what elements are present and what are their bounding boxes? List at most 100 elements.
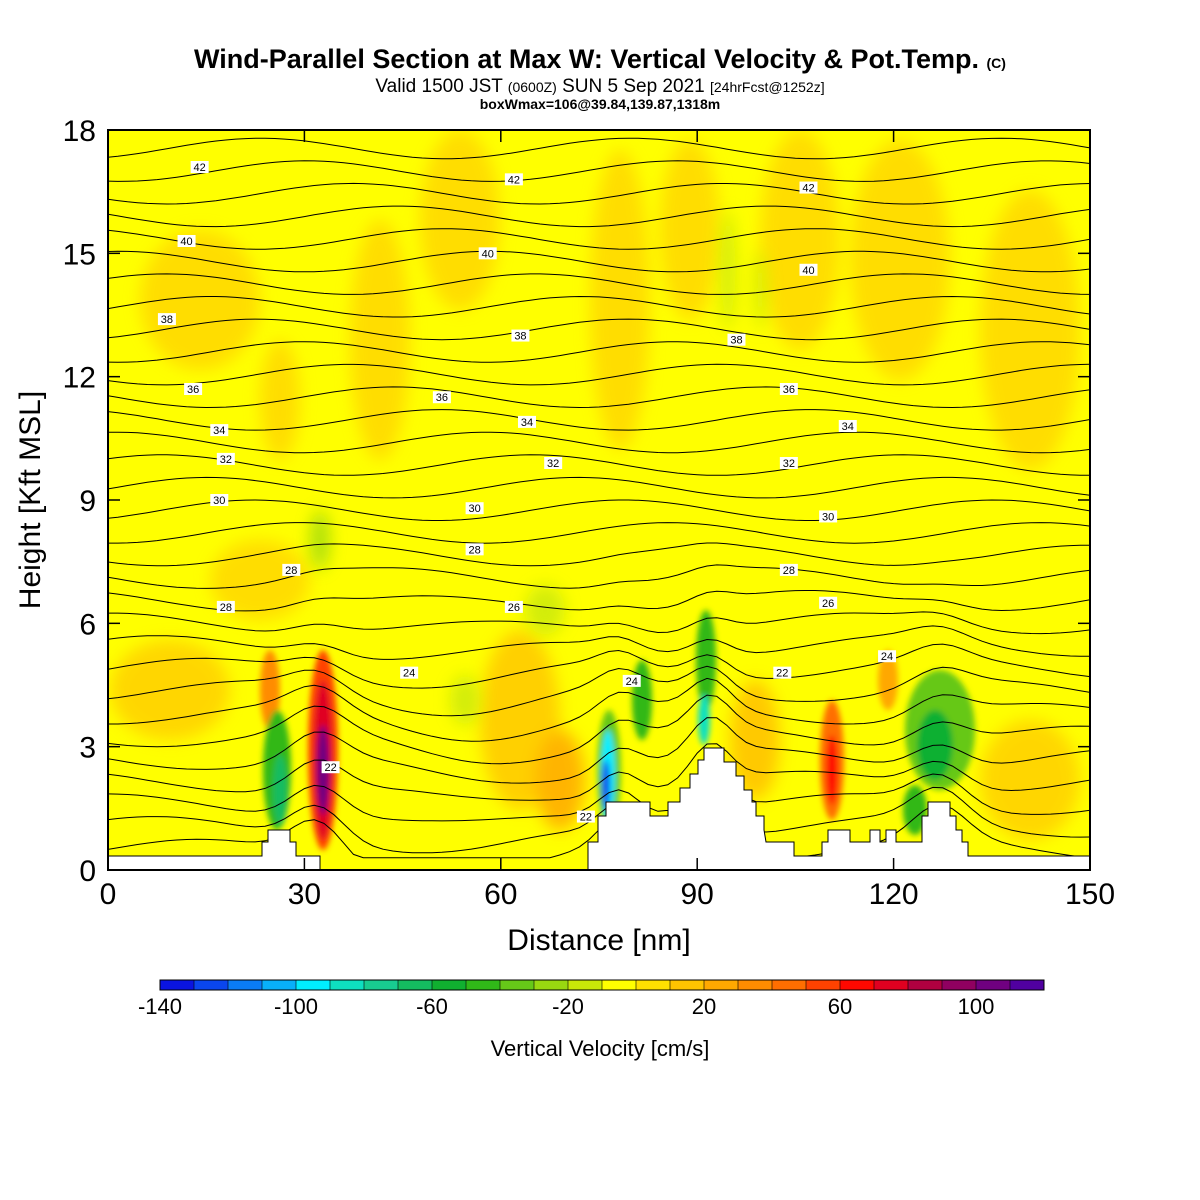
x-tick-label: 60 xyxy=(484,878,517,911)
colorbar-swatch xyxy=(228,980,263,990)
colorbar-swatch xyxy=(874,980,909,990)
colorbar-swatch xyxy=(432,980,467,990)
colorbar-swatch xyxy=(942,980,977,990)
isentrope-line xyxy=(108,743,1090,801)
colorbar-swatch xyxy=(976,980,1011,990)
contour-label: 36 xyxy=(783,384,795,396)
colorbar-swatch xyxy=(704,980,739,990)
colorbar-swatch xyxy=(398,980,433,990)
patch xyxy=(350,220,410,460)
patch xyxy=(450,675,480,725)
isentrope-line xyxy=(108,228,1090,250)
x-tick-label: 0 xyxy=(100,878,117,911)
colorbar-swatch xyxy=(466,980,501,990)
y-tick-label: 18 xyxy=(63,115,96,148)
contour-label-bg xyxy=(465,502,484,515)
terrain xyxy=(108,747,1090,870)
contour-label: 28 xyxy=(285,565,297,577)
contour-label: 28 xyxy=(468,544,480,556)
isentrope-line xyxy=(108,160,1090,182)
contour-label-bg xyxy=(210,494,229,506)
contour-label: 42 xyxy=(194,162,206,174)
isentrope-line xyxy=(108,769,1090,822)
colorbar-swatch xyxy=(194,980,229,990)
colorbar-swatch xyxy=(262,980,297,990)
contour-label-bg xyxy=(799,181,818,194)
contour-label: 28 xyxy=(783,565,795,577)
colorbar-tick-label: 60 xyxy=(828,994,852,1019)
patch xyxy=(260,340,300,460)
contour-label: 34 xyxy=(213,425,225,437)
updraft-core xyxy=(878,650,898,710)
colorbar-swatch xyxy=(670,980,705,990)
colorbar-tick-label: -20 xyxy=(552,994,584,1019)
forecast-info: [24hrFcst@1252z] xyxy=(709,79,825,95)
colorbar-frame xyxy=(159,979,1045,991)
isentrope-line xyxy=(108,386,1090,409)
contour-label: 36 xyxy=(436,392,448,404)
contour-label: 34 xyxy=(521,417,533,429)
isentrope-line xyxy=(108,476,1090,499)
contour-label: 22 xyxy=(324,762,336,774)
contour-label-bg xyxy=(727,333,746,346)
patch xyxy=(110,640,230,740)
contour-label: 26 xyxy=(822,598,834,610)
contour-label-bg xyxy=(210,424,229,437)
contour-label-bg xyxy=(779,383,798,395)
isentrope-line xyxy=(108,409,1090,431)
valid-date: SUN 5 Sep 2021 xyxy=(562,76,705,97)
axis-ticks xyxy=(107,129,1091,871)
contour-label: 30 xyxy=(468,503,480,515)
colorbar-labels: -140 -100 -60 -20 20 60 100 xyxy=(138,994,994,1019)
contour-label: 38 xyxy=(514,331,526,343)
utc-time: (0600Z) xyxy=(507,79,557,95)
isentrope-line xyxy=(108,250,1090,273)
contour-label-bg xyxy=(878,650,897,663)
colorbar-swatch xyxy=(908,980,943,990)
y-axis-title: Height [Kft MSL] xyxy=(14,391,47,609)
contour-label: 32 xyxy=(547,458,559,470)
colorbar-swatch xyxy=(534,980,569,990)
colorbar-tick-label: 100 xyxy=(958,994,995,1019)
patch xyxy=(980,720,1080,840)
isentrope-line xyxy=(108,363,1090,386)
box-wmax-info: boxWmax=106@39.84,139.87,1318m xyxy=(479,96,721,112)
contour-label-bg xyxy=(184,383,203,395)
contour-label-bg xyxy=(504,173,523,186)
colorbar-tick-label: 20 xyxy=(692,994,716,1019)
light-downdraft-patches xyxy=(310,210,766,725)
contour-label-bg xyxy=(511,329,530,342)
contour-label-bg xyxy=(576,810,595,823)
contour-label-bg xyxy=(216,452,235,465)
chart-title-main: Wind-Parallel Section at Max W: Vertical… xyxy=(194,44,979,74)
light-updraft-patches xyxy=(110,130,1080,840)
patch xyxy=(720,210,736,330)
colorbar-swatch xyxy=(160,980,195,990)
contour-label-bg xyxy=(838,420,857,432)
contour-label: 22 xyxy=(580,812,592,824)
patch xyxy=(660,140,720,320)
isentrope-line xyxy=(108,273,1090,295)
contour-label-bg xyxy=(400,666,419,679)
updraft-core xyxy=(260,650,280,730)
colorbar-tick-label: -60 xyxy=(416,994,448,1019)
contour-label-bg xyxy=(773,666,792,679)
isentrope-line xyxy=(108,786,1090,854)
y-tick-label: 9 xyxy=(79,485,96,518)
colorbar-swatch xyxy=(500,980,535,990)
isentrope-line xyxy=(108,625,1090,660)
patch xyxy=(420,130,500,310)
contour-label: 42 xyxy=(508,174,520,186)
colorbar-swatch xyxy=(806,980,841,990)
isentrope-line xyxy=(108,454,1090,476)
colorbar-swatch xyxy=(364,980,399,990)
isentrope-line xyxy=(108,694,1090,765)
downdraft-core xyxy=(696,610,716,710)
patch xyxy=(760,130,840,350)
isentrope-line xyxy=(108,665,1090,717)
isentrope-line xyxy=(108,590,1090,612)
contour-label-bg xyxy=(504,600,523,613)
contour-label: 40 xyxy=(482,248,494,260)
contour-label: 40 xyxy=(180,236,192,248)
patch xyxy=(525,585,565,635)
